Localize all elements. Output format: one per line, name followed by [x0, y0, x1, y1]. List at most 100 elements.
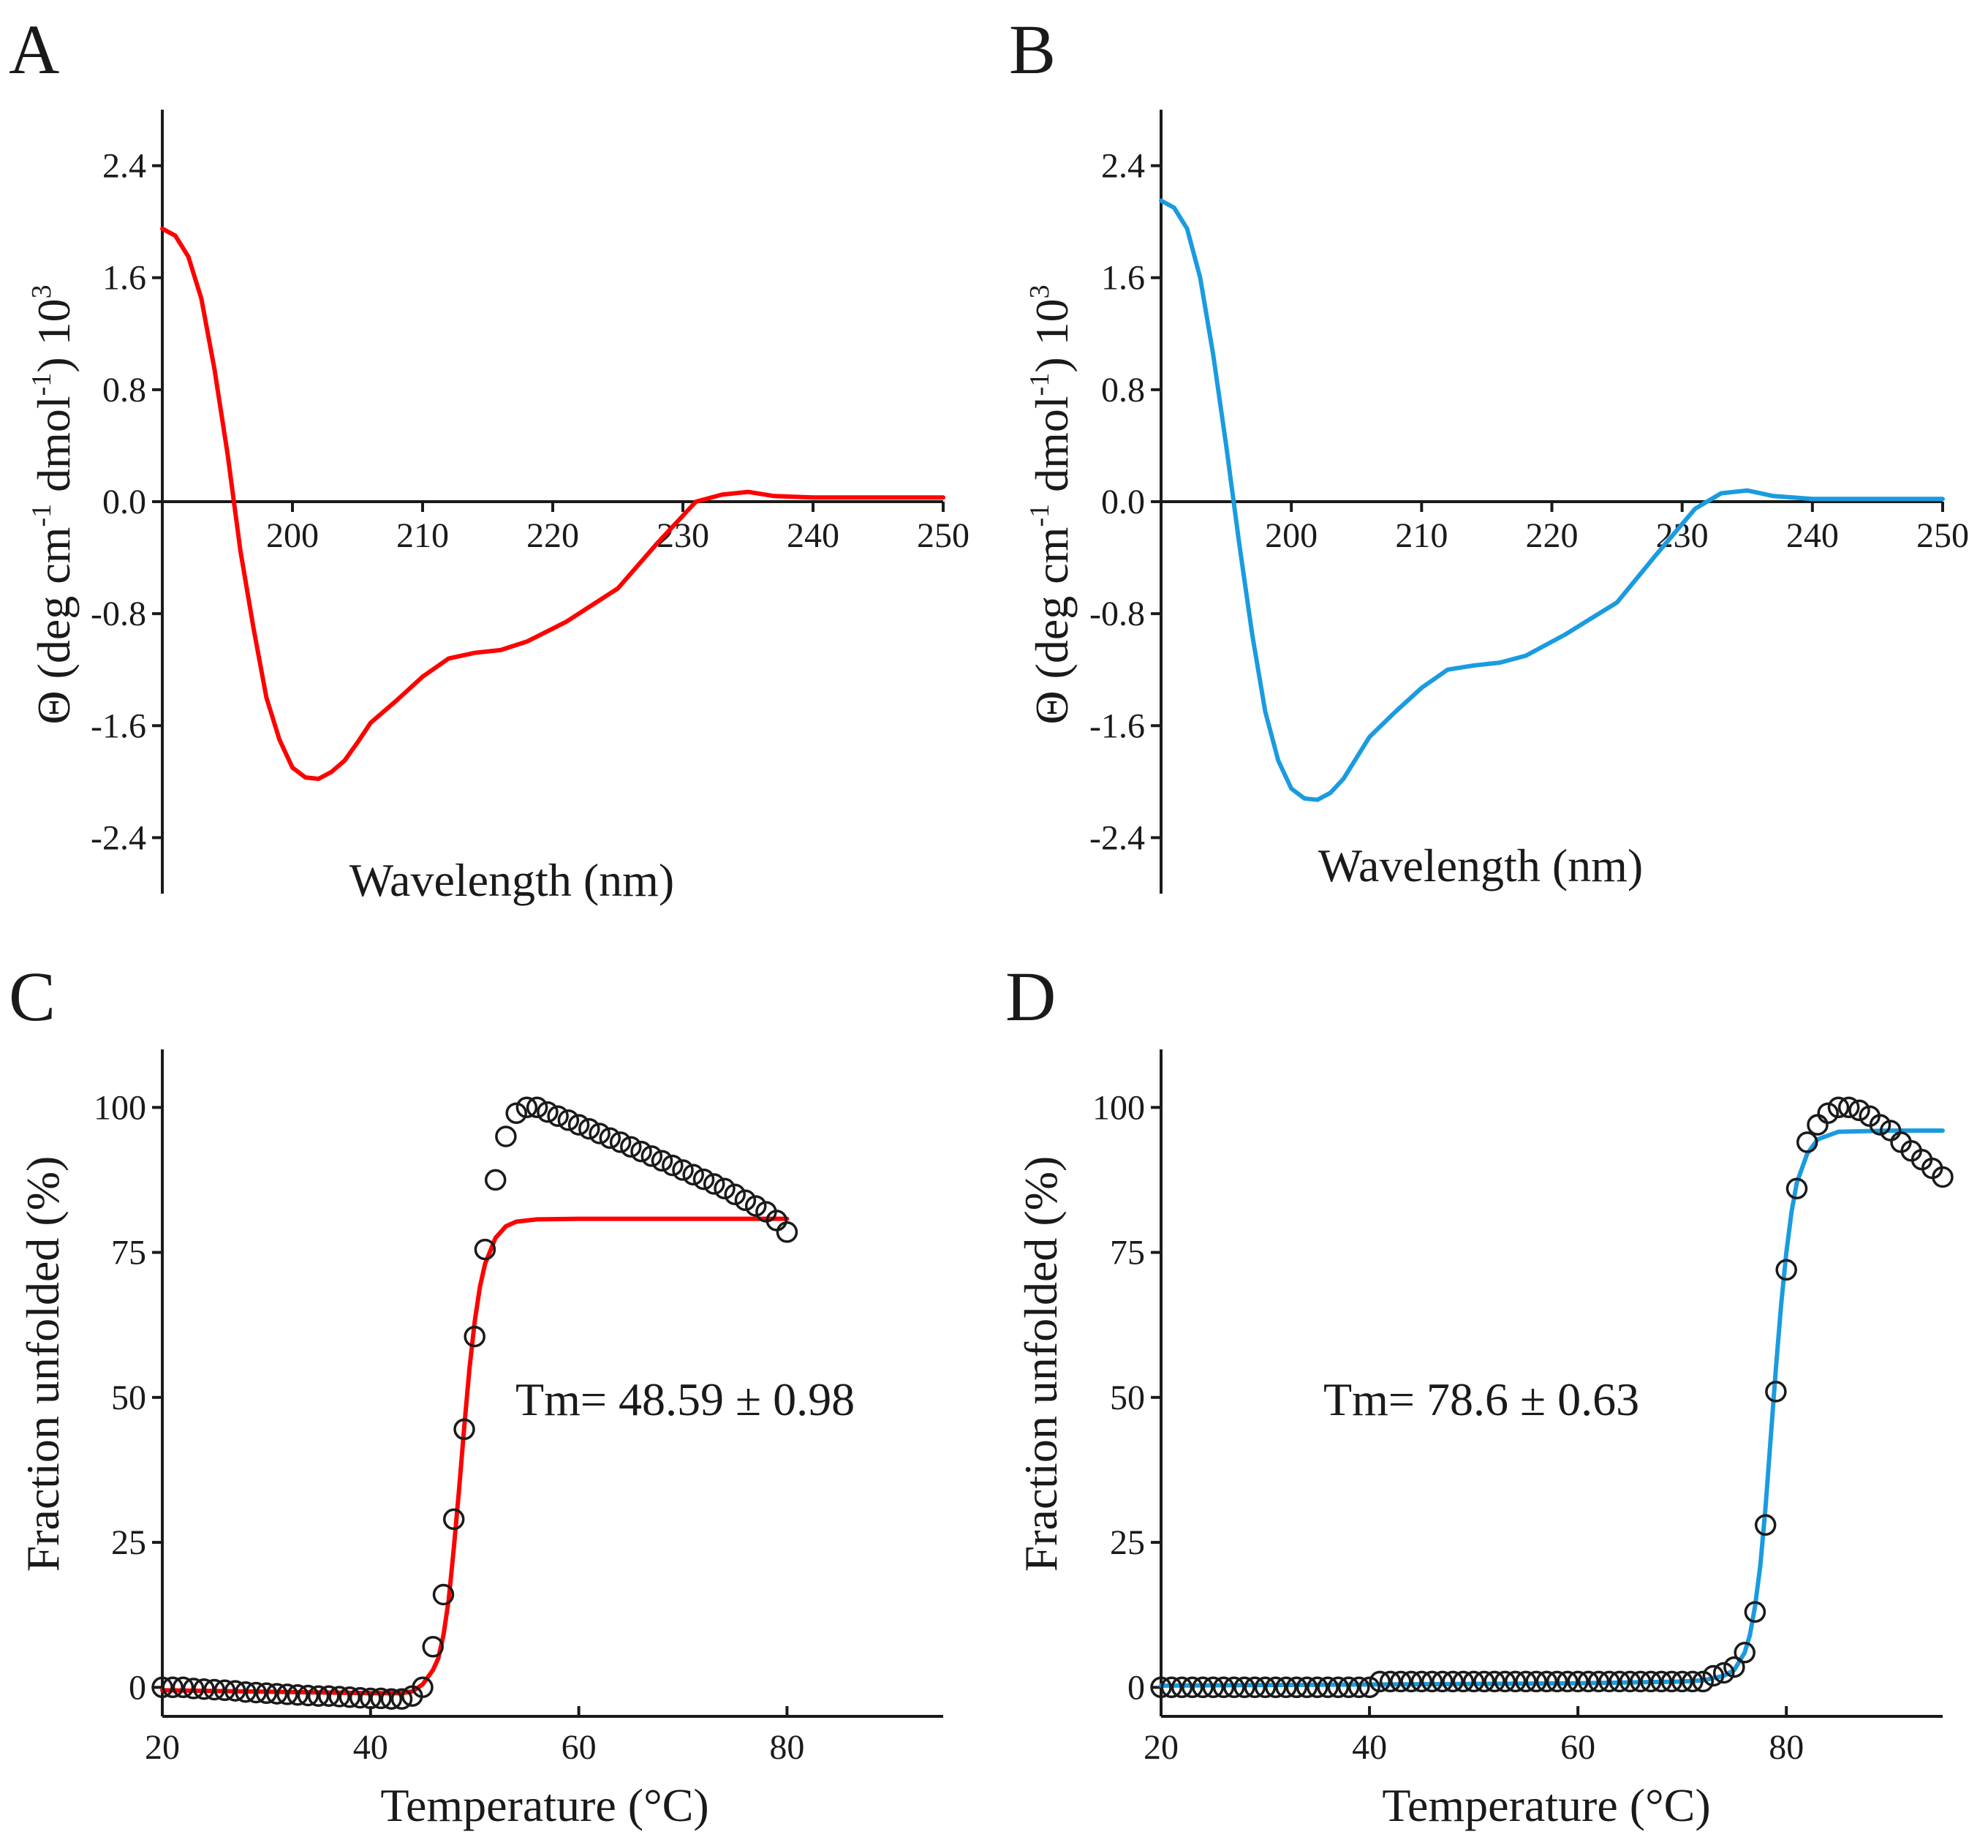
- data-point: [297, 1684, 320, 1707]
- plot-area-d: 0 25 50 75 100 20 40 60 80: [1092, 1049, 1954, 1767]
- data-point: [1848, 1099, 1870, 1122]
- data-point: [1337, 1676, 1360, 1699]
- panel-letter-c: C: [9, 957, 56, 1036]
- svg-text:Θ (deg cm-1 dmol-1) 103: Θ (deg cm-1 dmol-1) 103: [26, 284, 80, 724]
- data-point: [1348, 1676, 1370, 1699]
- data-point: [224, 1680, 246, 1702]
- x-tick-label: 80: [769, 1728, 804, 1767]
- data-point: [1275, 1676, 1297, 1699]
- data-point: [1452, 1670, 1475, 1693]
- data-point: [1484, 1670, 1505, 1693]
- data-point: [172, 1676, 194, 1699]
- data-point: [349, 1686, 371, 1709]
- data-point: [1869, 1114, 1891, 1136]
- x-tick-label: 210: [1395, 516, 1448, 555]
- data-point: [380, 1688, 403, 1710]
- data-point: [442, 1508, 465, 1531]
- y-tick-label: 2.4: [1101, 147, 1145, 186]
- y-tick-label: -1.6: [91, 706, 146, 745]
- panel-letter-a: A: [9, 10, 59, 88]
- data-point: [1421, 1670, 1443, 1693]
- data-point: [1307, 1676, 1329, 1699]
- x-tick-label: 210: [396, 516, 449, 555]
- data-point: [1671, 1670, 1693, 1693]
- data-point: [1712, 1662, 1735, 1684]
- data-point: [1660, 1670, 1683, 1693]
- data-point: [640, 1145, 663, 1167]
- panel-letter-b: B: [1009, 10, 1056, 88]
- data-point: [1640, 1670, 1662, 1693]
- data-point: [1692, 1670, 1714, 1693]
- y-axis-title-c: Fraction unfolded (%): [17, 1156, 69, 1572]
- data-point: [515, 1096, 538, 1119]
- data-point: [1650, 1670, 1672, 1693]
- data-point: [1796, 1131, 1818, 1153]
- panel-a: A Θ (deg cm-1 dmol-1) 103 Wavelength (nm…: [9, 10, 970, 906]
- data-point: [1827, 1096, 1850, 1119]
- data-point: [1171, 1676, 1193, 1699]
- data-point: [567, 1114, 590, 1136]
- data-point: [1525, 1670, 1547, 1693]
- y-tick-label: 50: [1110, 1379, 1145, 1417]
- panel-letter-d: D: [1005, 957, 1056, 1036]
- data-point: [235, 1681, 257, 1703]
- x-tick-label: 200: [1265, 516, 1318, 555]
- x-tick-label: 220: [1526, 516, 1579, 555]
- x-tick-label: 40: [353, 1728, 388, 1767]
- cd-spectrum-line: [160, 226, 945, 781]
- data-point: [1432, 1670, 1454, 1693]
- x-tick-label: 240: [1786, 516, 1839, 555]
- data-point: [1619, 1670, 1641, 1693]
- y-tick-label: 50: [111, 1379, 146, 1417]
- panel-c: C Fraction unfolded (%) Temperature (°C)…: [9, 957, 943, 1831]
- data-point: [1254, 1676, 1277, 1699]
- x-tick-label: 240: [787, 516, 839, 555]
- data-point: [1192, 1676, 1214, 1699]
- data-point: [734, 1189, 757, 1211]
- data-point: [1285, 1676, 1308, 1699]
- data-point: [620, 1136, 642, 1158]
- data-point: [1546, 1670, 1568, 1693]
- tm-annotation-d: Tm= 78.6 ± 0.63: [1323, 1373, 1639, 1425]
- x-tick-label: 60: [1560, 1728, 1595, 1767]
- data-point: [453, 1418, 475, 1441]
- data-point: [1160, 1676, 1183, 1699]
- data-point: [589, 1123, 611, 1144]
- data-point: [526, 1096, 548, 1119]
- data-point: [1932, 1166, 1954, 1188]
- data-point: [1202, 1676, 1225, 1699]
- y-tick-label: -0.8: [1089, 595, 1145, 633]
- data-point: [1504, 1670, 1527, 1693]
- data-point: [265, 1683, 288, 1705]
- data-point: [744, 1195, 767, 1217]
- data-point: [276, 1683, 298, 1705]
- y-tick-label: -1.6: [1089, 706, 1145, 745]
- x-tick-label: 80: [1769, 1728, 1804, 1767]
- data-point: [1410, 1670, 1433, 1693]
- x-tick-label: 60: [562, 1728, 597, 1767]
- data-point: [1369, 1670, 1391, 1693]
- y-tick-label: 1.6: [102, 259, 146, 298]
- x-tick-label: 20: [145, 1728, 180, 1767]
- data-point: [1807, 1114, 1829, 1136]
- x-tick-label: 250: [1916, 516, 1969, 555]
- data-point: [162, 1676, 184, 1699]
- data-point: [182, 1678, 205, 1700]
- data-point: [1296, 1676, 1318, 1699]
- data-point: [609, 1131, 632, 1153]
- data-point: [1629, 1670, 1652, 1693]
- x-axis-title-a: Wavelength (nm): [349, 854, 674, 906]
- y-tick-label: 0.8: [1101, 371, 1145, 410]
- data-point: [724, 1183, 746, 1206]
- data-point: [1609, 1670, 1630, 1693]
- data-point: [1265, 1676, 1287, 1699]
- data-point: [1379, 1670, 1402, 1693]
- data-point: [1754, 1514, 1777, 1536]
- data-point: [422, 1636, 444, 1658]
- data-point: [776, 1221, 798, 1243]
- data-point: [1358, 1676, 1380, 1699]
- x-tick-label: 250: [917, 516, 970, 555]
